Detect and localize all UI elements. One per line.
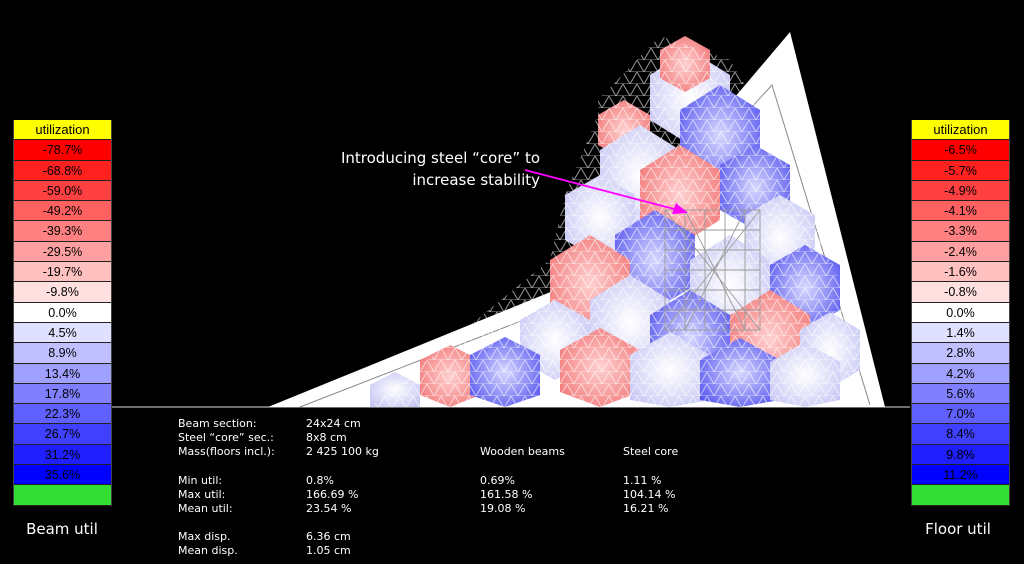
- min-util-wood: 0.69%: [480, 474, 515, 487]
- legend-cell: -4.1%: [912, 201, 1009, 222]
- mean-util-steel: 16.21 %: [623, 502, 669, 515]
- legend-cell: -2.4%: [912, 241, 1009, 263]
- legend-cell: -9.8%: [14, 282, 111, 303]
- legend-cell: 0.0%: [14, 302, 111, 323]
- legend-cell: 4.5%: [14, 322, 111, 344]
- legend-footer-swatch: [912, 485, 1009, 506]
- legend-cell: -59.0%: [14, 180, 111, 202]
- max-util-label: Max util:: [178, 488, 226, 501]
- floor-util-caption: Floor util: [925, 520, 991, 538]
- legend-header: utilization: [912, 120, 1009, 141]
- cell-cluster: [370, 36, 860, 407]
- legend-cell: -5.7%: [912, 160, 1009, 181]
- mean-util-label: Mean util:: [178, 502, 233, 515]
- col-wooden-header: Wooden beams: [480, 445, 565, 458]
- legend-header: utilization: [14, 120, 111, 141]
- legend-cell: -49.2%: [14, 201, 111, 222]
- legend-cell: 0.0%: [912, 302, 1009, 323]
- mass-value: 2 425 100 kg: [306, 445, 379, 458]
- min-util-steel: 1.11 %: [623, 474, 662, 487]
- legend-cell: 22.3%: [14, 404, 111, 425]
- max-util-total: 166.69 %: [306, 488, 359, 501]
- legend-cell: 17.8%: [14, 383, 111, 405]
- legend-cell: 9.8%: [912, 444, 1009, 466]
- steel-core-value: 8x8 cm: [306, 431, 347, 444]
- max-disp-label: Max disp.: [178, 530, 231, 543]
- beam-section-value: 24x24 cm: [306, 417, 361, 430]
- annotation-text: Introducing steel “core” to increase sta…: [300, 147, 540, 191]
- annotation-line-2: increase stability: [412, 171, 540, 189]
- max-disp-value: 6.36 cm: [306, 530, 351, 543]
- steel-core-label: Steel “core” sec.:: [178, 431, 274, 444]
- legend-cell: 8.9%: [14, 343, 111, 364]
- max-util-steel: 104.14 %: [623, 488, 676, 501]
- beam-util-legend: utilization -78.7% -68.8% -59.0% -49.2% -39.3…: [13, 120, 112, 506]
- annotation-arrow: [524, 169, 688, 214]
- legend-cell: -68.8%: [14, 160, 111, 181]
- steel-core: [664, 209, 761, 331]
- mean-util-wood: 19.08 %: [480, 502, 526, 515]
- mean-disp-value: 1.05 cm: [306, 544, 351, 557]
- min-util-label: Min util:: [178, 474, 223, 487]
- legend-cell: -29.5%: [14, 241, 111, 263]
- legend-cell: -3.3%: [912, 221, 1009, 242]
- legend-cell: 2.8%: [912, 343, 1009, 364]
- floor-util-legend: utilization -6.5% -5.7% -4.9% -4.1% -3.3% -2.4…: [911, 120, 1010, 506]
- legend-cell: -1.6%: [912, 262, 1009, 283]
- legend-cell: 8.4%: [912, 424, 1009, 445]
- legend-cell: 5.6%: [912, 383, 1009, 405]
- legend-cell: -0.8%: [912, 282, 1009, 303]
- col-steel-header: Steel core: [623, 445, 679, 458]
- mass-label: Mass(floors incl.):: [178, 445, 275, 458]
- legend-cell: 11.2%: [912, 465, 1009, 486]
- legend-cell: 7.0%: [912, 404, 1009, 425]
- max-util-wood: 161.58 %: [480, 488, 533, 501]
- legend-cell: 35.6%: [14, 465, 111, 486]
- min-util-total: 0.8%: [306, 474, 334, 487]
- mean-disp-label: Mean disp.: [178, 544, 238, 557]
- annotation-line-1: Introducing steel “core” to: [340, 149, 540, 167]
- beam-section-label: Beam section:: [178, 417, 257, 430]
- mean-util-total: 23.54 %: [306, 502, 352, 515]
- legend-cell: -4.9%: [912, 180, 1009, 202]
- legend-cell: -39.3%: [14, 221, 111, 242]
- legend-cell: 1.4%: [912, 322, 1009, 344]
- legend-cell: -78.7%: [14, 140, 111, 161]
- legend-cell: 13.4%: [14, 363, 111, 384]
- legend-cell: 31.2%: [14, 444, 111, 466]
- beam-util-caption: Beam util: [26, 520, 98, 538]
- legend-cell: 4.2%: [912, 363, 1009, 384]
- legend-cell: -6.5%: [912, 140, 1009, 161]
- legend-footer-swatch: [14, 485, 111, 506]
- legend-cell: 26.7%: [14, 424, 111, 445]
- legend-cell: -19.7%: [14, 262, 111, 283]
